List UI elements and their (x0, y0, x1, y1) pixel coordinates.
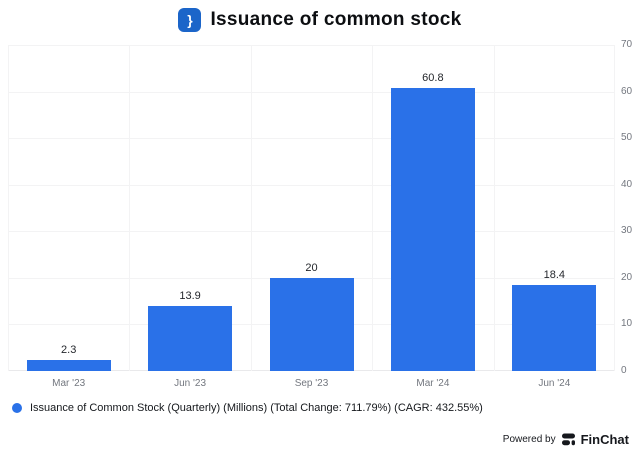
bar-value-label: 13.9 (179, 290, 201, 302)
y-axis-tick-label: 30 (621, 225, 633, 237)
company-logo-icon: } (178, 8, 202, 32)
finchat-logo-icon (561, 433, 575, 446)
x-axis-tick-label: Mar '24 (416, 378, 450, 389)
y-gridline (8, 138, 615, 139)
y-axis-tick-label: 50 (621, 132, 633, 144)
x-gridline (372, 45, 373, 371)
bar-sep-23[interactable] (270, 278, 354, 371)
y-axis-tick-label: 60 (621, 85, 633, 97)
bar-value-label: 60.8 (422, 72, 444, 84)
bar-mar-23[interactable] (27, 360, 111, 371)
x-axis-tick-label: Sep '23 (294, 378, 329, 389)
y-axis-tick-label: 40 (621, 178, 633, 190)
footer-attribution: Powered by FinChat (503, 432, 629, 447)
y-axis-tick-label: 20 (621, 271, 633, 283)
x-gridline (129, 45, 130, 371)
bar-value-label: 18.4 (543, 269, 566, 281)
x-axis-tick-label: Jun '24 (538, 378, 571, 389)
y-axis-tick-label: 70 (621, 39, 633, 50)
powered-by-label: Powered by (502, 434, 556, 445)
y-axis-tick-label: 0 (621, 365, 627, 376)
y-gridline (8, 45, 615, 46)
plot-area: 2.3 13.9 20 60.8 18.4 (8, 45, 615, 371)
chart-header: } Issuance of common stock (0, 8, 640, 32)
y-gridline (8, 185, 615, 186)
x-axis-tick-label: Mar '23 (52, 378, 86, 389)
bar-value-label: 20 (305, 262, 318, 274)
y-axis-tick-label: 10 (621, 318, 633, 330)
x-gridline (8, 45, 9, 371)
bar-jun-24[interactable] (512, 285, 596, 371)
legend-marker-icon (12, 403, 22, 413)
x-gridline (614, 45, 615, 371)
bar-value-label: 2.3 (61, 344, 77, 356)
x-axis-tick-label: Jun '23 (174, 378, 207, 389)
legend-label: Issuance of Common Stock (Quarterly) (Mi… (30, 402, 483, 414)
y-gridline (8, 231, 615, 232)
x-gridline (251, 45, 252, 371)
page-title: Issuance of common stock (210, 9, 462, 30)
y-gridline (8, 92, 615, 93)
finchat-brand-label: FinChat (580, 432, 629, 447)
bar-jun-23[interactable] (148, 306, 232, 371)
x-gridline (494, 45, 495, 371)
bar-mar-24[interactable] (391, 88, 475, 371)
legend-item[interactable]: Issuance of Common Stock (Quarterly) (Mi… (12, 402, 483, 414)
